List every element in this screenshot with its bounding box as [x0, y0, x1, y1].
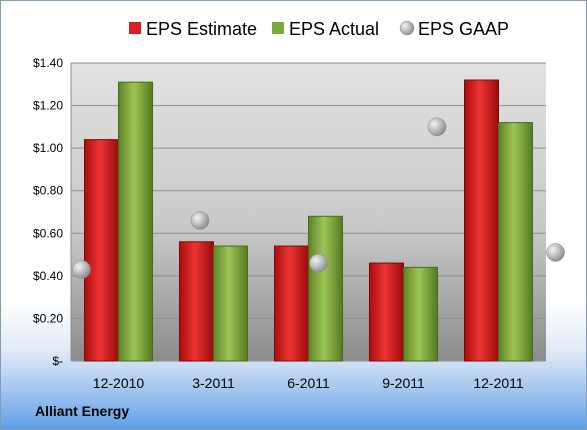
- y-axis-ticks: $- $0.20 $0.40 $0.60 $0.80 $1.00 $1.20 $1.40: [33, 56, 63, 368]
- legend-swatch: [272, 22, 284, 34]
- bar-eps-estimate: [179, 241, 214, 362]
- x-tick-label: 12-2010: [93, 375, 145, 391]
- legend-label: EPS Actual: [289, 19, 379, 39]
- bar-eps-estimate: [369, 262, 404, 362]
- gaap-markers: [72, 117, 565, 279]
- legend-swatch: [129, 22, 141, 34]
- bar-eps-actual: [308, 215, 343, 362]
- y-tick-label: $0.60: [33, 226, 63, 240]
- y-tick-label: $0.40: [33, 269, 63, 283]
- x-axis-labels: 12-2010 3-2011 6-2011 9-2011 12-2011: [93, 375, 524, 391]
- bar-eps-estimate: [464, 79, 499, 362]
- legend-swatch: [399, 20, 415, 36]
- bar-eps-actual: [213, 245, 248, 362]
- x-tick-label: 6-2011: [287, 375, 330, 391]
- marker-eps-gaap: [427, 117, 447, 137]
- x-tick-label: 12-2011: [473, 375, 524, 391]
- bar-eps-estimate: [84, 139, 119, 362]
- y-tick-label: $1.40: [33, 56, 63, 70]
- legend-label: EPS GAAP: [418, 19, 509, 39]
- bar-eps-actual: [403, 266, 438, 362]
- bar-eps-estimate: [274, 245, 309, 362]
- bar-eps-actual: [498, 122, 533, 362]
- y-tick-label: $1.00: [33, 141, 63, 155]
- company-name: Alliant Energy: [35, 403, 130, 419]
- y-tick-label: $0.20: [33, 311, 63, 325]
- legend-label: EPS Estimate: [146, 19, 257, 39]
- marker-eps-gaap: [72, 260, 91, 279]
- y-tick-label: $1.20: [33, 99, 63, 113]
- bar-eps-actual: [118, 81, 153, 362]
- y-tick-label: $0.80: [33, 184, 63, 198]
- y-tick-label: $-: [52, 354, 63, 368]
- x-tick-label: 9-2011: [382, 375, 425, 391]
- x-tick-label: 3-2011: [192, 375, 235, 391]
- marker-eps-gaap: [309, 253, 328, 273]
- bars: [84, 79, 533, 362]
- marker-eps-gaap: [190, 211, 210, 230]
- legend: EPS Estimate EPS Actual EPS GAAP: [129, 19, 509, 39]
- marker-eps-gaap: [546, 243, 565, 262]
